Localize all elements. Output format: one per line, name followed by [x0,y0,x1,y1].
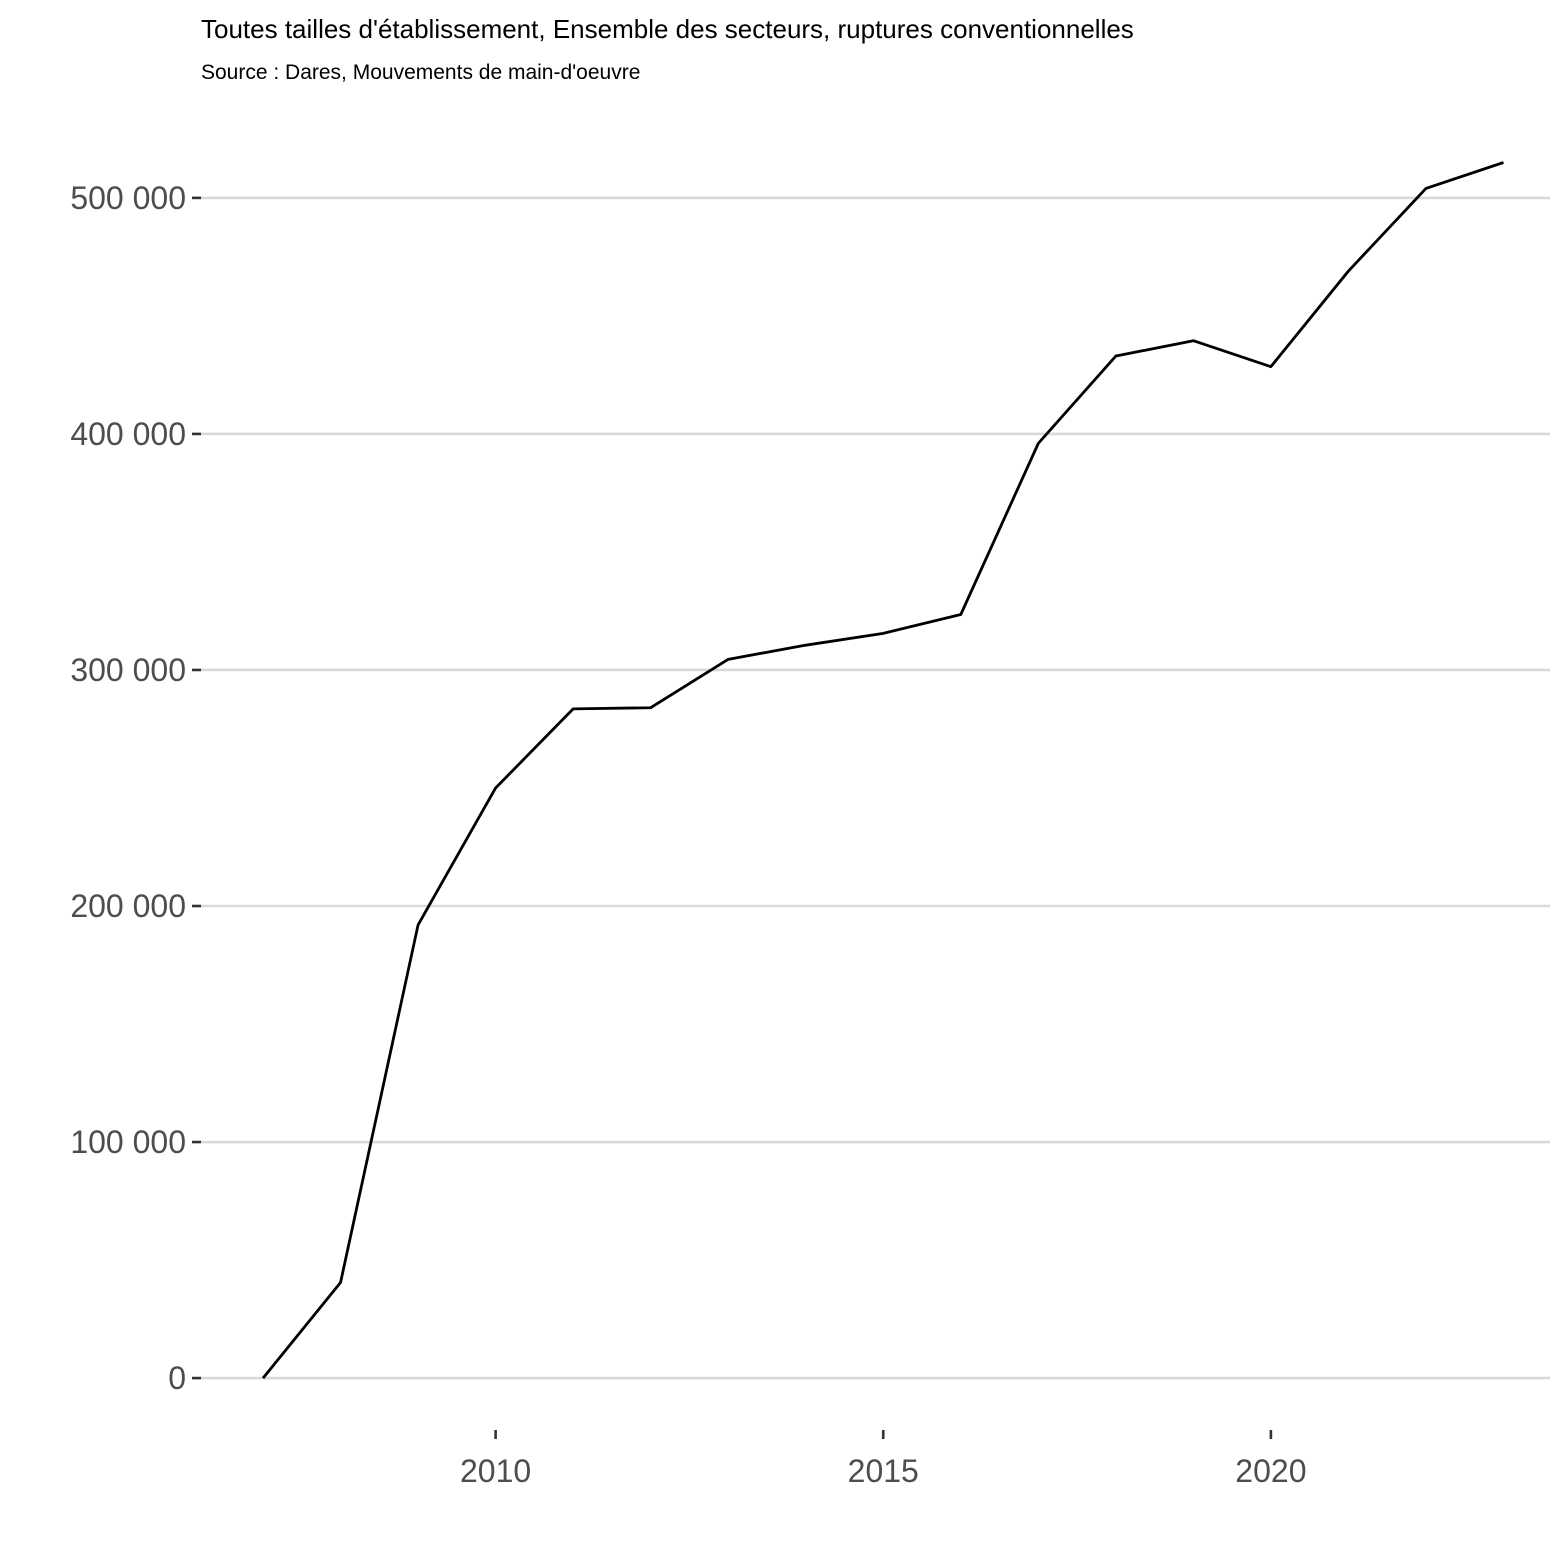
x-tick-label-2020: 2020 [1235,1453,1306,1489]
series-layer [261,161,1504,1379]
gridlines [201,196,1550,1380]
x-tick-label-2010: 2010 [460,1453,531,1489]
y-axis: 0 100 000 200 000 300 000 400 000 500 000 [70,180,201,1396]
chart-title: Toutes tailles d'établissement, Ensemble… [201,14,1134,44]
y-tick-label-400000: 400 000 [70,416,186,452]
y-tick-label-300000: 300 000 [70,652,186,688]
y-tick-label-200000: 200 000 [70,888,186,924]
x-tick-label-2015: 2015 [848,1453,919,1489]
y-tick-label-100000: 100 000 [70,1124,186,1160]
y-tick-label-0: 0 [168,1360,186,1396]
chart-subtitle: Source : Dares, Mouvements de main-d'oeu… [201,61,640,84]
series-line-0 [261,161,1504,1379]
x-axis: 2010 2015 2020 [460,1430,1306,1489]
y-tick-label-500000: 500 000 [70,180,186,216]
